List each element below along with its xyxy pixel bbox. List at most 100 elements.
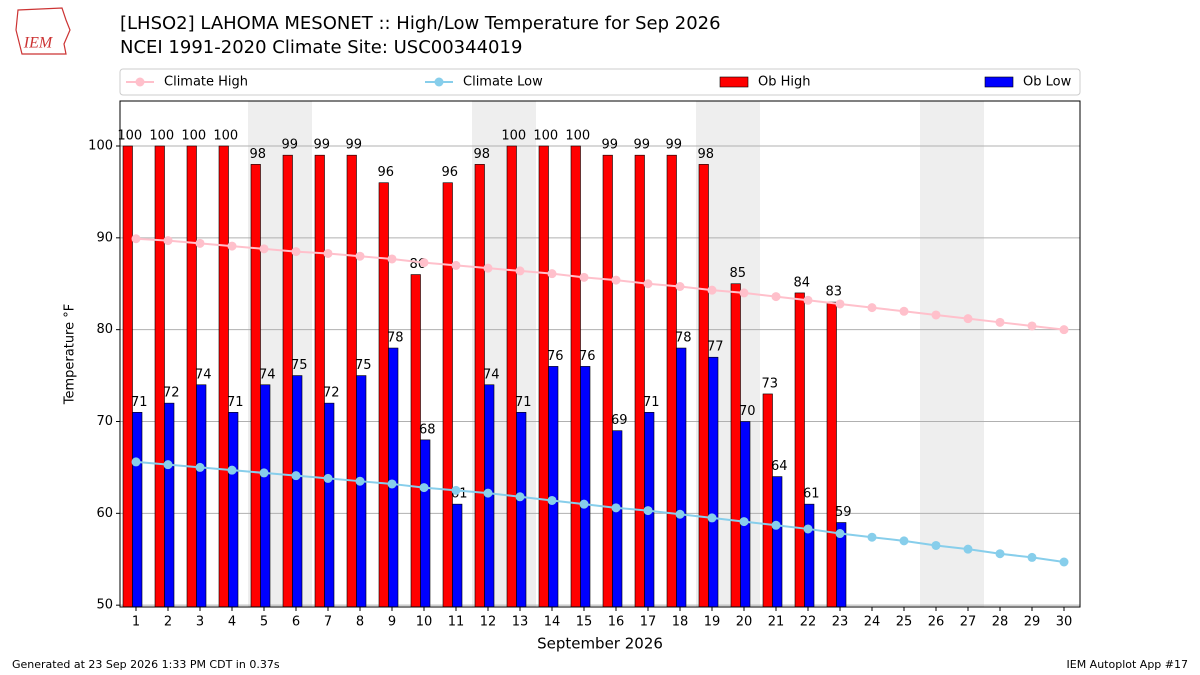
legend-label: Climate Low bbox=[463, 75, 543, 90]
bar bbox=[218, 145, 229, 608]
data-label: 78 bbox=[675, 331, 692, 346]
climate-line bbox=[135, 460, 1065, 563]
data-label: 100 bbox=[501, 128, 526, 143]
bar bbox=[730, 283, 741, 608]
climate-point bbox=[1059, 325, 1069, 335]
x-tick-label: 5 bbox=[260, 615, 268, 630]
climate-point bbox=[579, 272, 589, 282]
legend-label: Ob Low bbox=[1023, 75, 1072, 90]
bar bbox=[356, 375, 367, 608]
data-label: 71 bbox=[227, 395, 244, 410]
climate-point bbox=[195, 462, 205, 472]
climate-point bbox=[643, 506, 653, 516]
bar bbox=[260, 384, 271, 608]
y-tick-label: 100 bbox=[88, 138, 113, 153]
climate-point bbox=[995, 549, 1005, 559]
data-label: 59 bbox=[835, 505, 852, 520]
climate-point bbox=[867, 532, 877, 542]
bar bbox=[826, 301, 837, 608]
bar bbox=[250, 164, 261, 608]
data-label: 78 bbox=[387, 331, 404, 346]
climate-point bbox=[579, 499, 589, 509]
climate-point bbox=[707, 285, 717, 295]
x-tick-label: 28 bbox=[992, 615, 1009, 630]
x-tick-label: 3 bbox=[196, 615, 204, 630]
x-tick-label: 14 bbox=[544, 615, 561, 630]
climate-point bbox=[547, 495, 557, 505]
data-label: 74 bbox=[259, 367, 276, 382]
data-label: 76 bbox=[579, 349, 596, 364]
climate-point bbox=[675, 509, 685, 519]
data-label: 83 bbox=[825, 285, 842, 300]
y-tick-label: 70 bbox=[96, 414, 113, 429]
x-tick-label: 22 bbox=[800, 615, 817, 630]
data-label: 100 bbox=[117, 128, 142, 143]
data-label: 71 bbox=[131, 395, 148, 410]
data-label: 68 bbox=[419, 422, 436, 437]
x-tick-label: 30 bbox=[1056, 615, 1073, 630]
y-tick-label: 80 bbox=[96, 322, 113, 337]
data-label: 71 bbox=[515, 395, 532, 410]
climate-point bbox=[739, 288, 749, 298]
x-tick-label: 10 bbox=[416, 615, 433, 630]
climate-point bbox=[1027, 321, 1037, 331]
bar bbox=[474, 164, 485, 608]
logo-outline bbox=[15, 7, 71, 55]
data-label: 99 bbox=[345, 138, 362, 153]
data-label: 99 bbox=[633, 138, 650, 153]
climate-point bbox=[259, 468, 269, 478]
data-label: 69 bbox=[611, 413, 628, 428]
y-tick-label: 60 bbox=[96, 506, 113, 521]
bar bbox=[292, 375, 303, 608]
bar bbox=[388, 347, 399, 608]
x-tick-label: 13 bbox=[512, 615, 529, 630]
bar bbox=[164, 402, 175, 608]
climate-point bbox=[611, 275, 621, 285]
bar bbox=[602, 154, 613, 608]
x-tick-label: 27 bbox=[960, 615, 977, 630]
bar bbox=[708, 356, 719, 608]
x-tick-label: 24 bbox=[864, 615, 881, 630]
climate-point bbox=[899, 306, 909, 316]
climate-point bbox=[835, 299, 845, 309]
x-tick-label: 26 bbox=[928, 615, 945, 630]
bar bbox=[516, 412, 527, 608]
chart-title: [LHSO2] LAHOMA MESONET :: High/Low Tempe… bbox=[120, 13, 721, 34]
climate-point bbox=[835, 529, 845, 539]
bar bbox=[676, 347, 687, 608]
bar bbox=[772, 476, 783, 608]
climate-point bbox=[547, 269, 557, 279]
bar bbox=[580, 366, 591, 608]
footer-right: IEM Autoplot App #17 bbox=[1067, 658, 1189, 671]
climate-point bbox=[323, 248, 333, 258]
x-tick-label: 29 bbox=[1024, 615, 1041, 630]
bar bbox=[740, 421, 751, 608]
climate-point bbox=[515, 266, 525, 276]
climate-point bbox=[195, 238, 205, 248]
plot-frame bbox=[119, 100, 1081, 608]
climate-point bbox=[515, 492, 525, 502]
climate-point bbox=[611, 503, 621, 513]
data-label: 85 bbox=[729, 266, 746, 281]
legend-label: Climate High bbox=[164, 75, 248, 90]
bar bbox=[346, 154, 357, 608]
climate-point bbox=[483, 263, 493, 273]
bar bbox=[506, 145, 517, 608]
climate-point bbox=[355, 251, 365, 261]
legend-box bbox=[119, 68, 1081, 96]
bar bbox=[762, 393, 773, 608]
weekend-shade bbox=[920, 101, 952, 607]
logo: IEM bbox=[15, 7, 71, 55]
data-label: 96 bbox=[441, 165, 458, 180]
climate-point bbox=[163, 460, 173, 470]
climate-point bbox=[451, 260, 461, 270]
climate-point bbox=[963, 544, 973, 554]
climate-point bbox=[323, 473, 333, 483]
x-tick-label: 7 bbox=[324, 615, 332, 630]
climate-point bbox=[867, 303, 877, 313]
data-label: 77 bbox=[707, 340, 724, 355]
y-tick-label: 50 bbox=[96, 598, 113, 613]
legend-marker bbox=[434, 77, 444, 87]
climate-line bbox=[135, 237, 1065, 331]
